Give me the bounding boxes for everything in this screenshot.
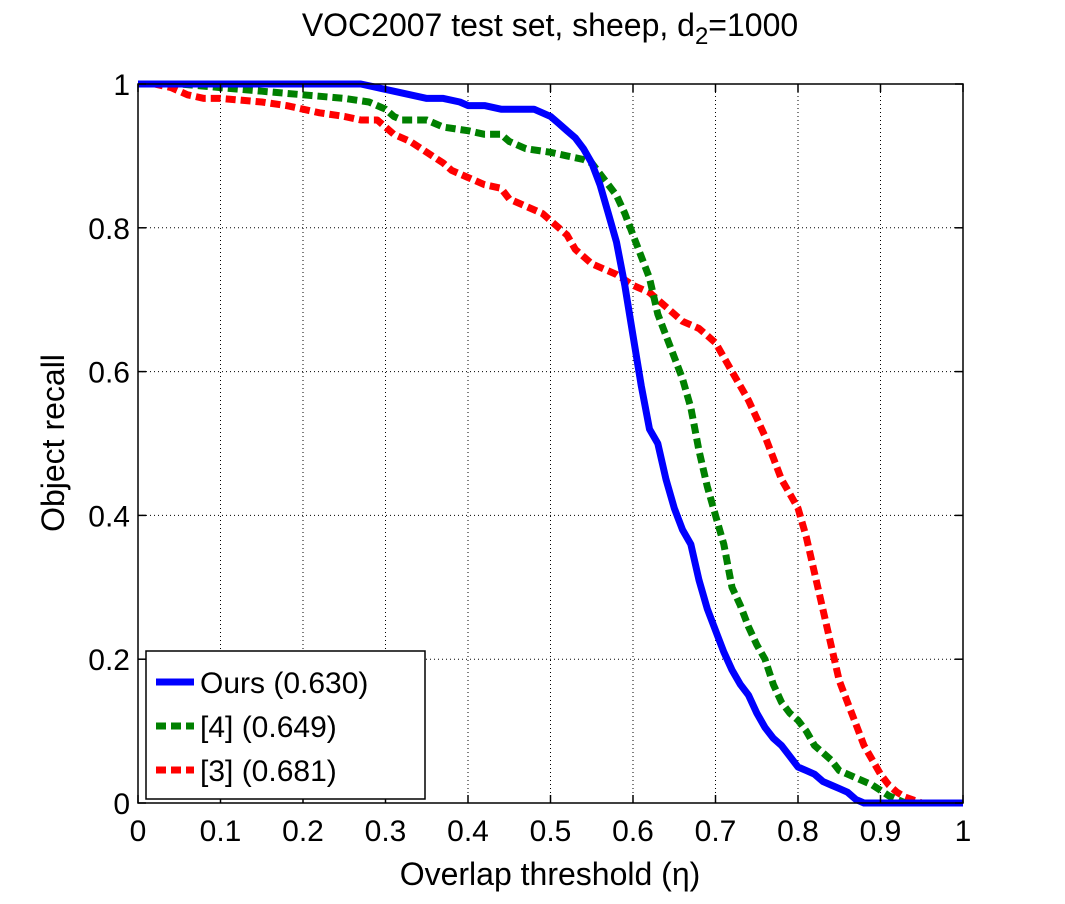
x-tick-label: 0 xyxy=(130,815,147,848)
x-tick-label: 0.5 xyxy=(530,815,572,848)
x-tick-label: 0.2 xyxy=(282,815,324,848)
legend-label-ref4: [4] (0.649) xyxy=(200,711,337,744)
title-main: VOC2007 test set, sheep, d xyxy=(302,7,695,43)
y-tick-label: 0 xyxy=(113,788,130,821)
grid-lines xyxy=(138,84,963,803)
y-tick-label: 0.6 xyxy=(88,357,130,390)
legend: Ours (0.630) [4] (0.649) [3] (0.681) xyxy=(145,650,426,800)
y-tick-label: 1 xyxy=(113,69,130,102)
y-tick-label: 0.4 xyxy=(88,500,130,533)
title-subscript: 2 xyxy=(695,23,708,50)
x-tick-label: 0.8 xyxy=(777,815,819,848)
series-line-ours xyxy=(138,80,963,807)
title-suffix: =1000 xyxy=(708,7,798,43)
x-tick-label: 0.6 xyxy=(612,815,654,848)
y-axis-title: Object recall xyxy=(35,354,71,532)
y-tick-label: 0.8 xyxy=(88,213,130,246)
x-tick-label: 0.3 xyxy=(365,815,407,848)
y-tick-label: 0.2 xyxy=(88,644,130,677)
series-line-ref3 xyxy=(138,80,963,807)
x-tick-label: 1 xyxy=(955,815,972,848)
chart-title: VOC2007 test set, sheep, d2=1000 xyxy=(302,7,798,50)
legend-label-ref3: [3] (0.681) xyxy=(200,755,337,788)
x-tick-labels: 0 0.1 0.2 0.3 0.4 0.5 0.6 0.7 0.8 0.9 1 xyxy=(130,815,972,848)
y-tick-labels: 0 0.2 0.4 0.6 0.8 1 xyxy=(88,69,130,821)
x-tick-label: 0.1 xyxy=(200,815,242,848)
x-tick-label: 0.9 xyxy=(860,815,902,848)
series-line-ref4 xyxy=(138,80,963,807)
x-axis-title: Overlap threshold (η) xyxy=(400,856,701,892)
legend-label-ours: Ours (0.630) xyxy=(200,667,368,700)
series-lines xyxy=(138,80,963,807)
x-tick-label: 0.4 xyxy=(447,815,489,848)
x-tick-label: 0.7 xyxy=(695,815,737,848)
